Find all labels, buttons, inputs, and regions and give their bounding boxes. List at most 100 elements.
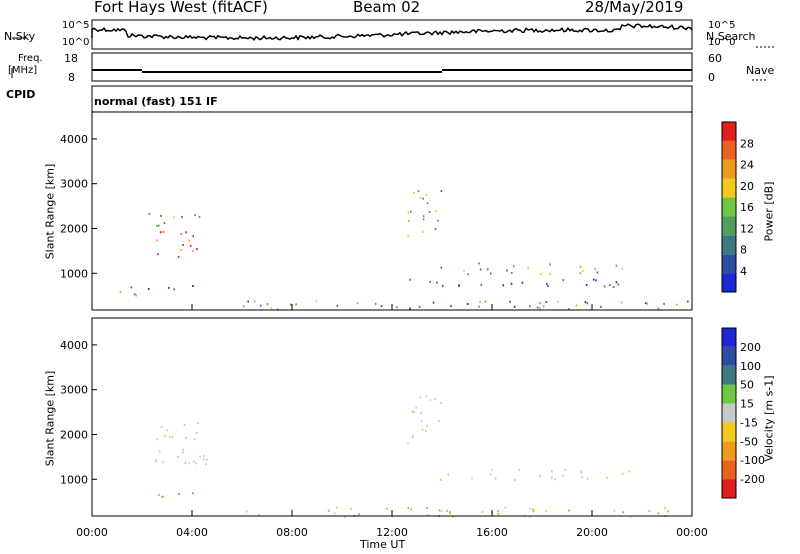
- scatter-cell: [663, 302, 665, 305]
- scatter-cell: [432, 301, 435, 304]
- scatter-cell: [407, 235, 409, 238]
- scatter-cell: [409, 210, 412, 213]
- scatter-cell: [173, 216, 175, 219]
- scatter-cell: [536, 306, 539, 309]
- scatter-cell: [621, 472, 624, 475]
- scatter-cell: [687, 300, 689, 303]
- scatter-cell: [426, 202, 429, 205]
- scatter-cell: [440, 478, 442, 481]
- scatter-cell: [193, 438, 196, 440]
- scatter-cell: [484, 300, 487, 303]
- scatter-cell: [182, 451, 184, 454]
- scatter-cell: [615, 281, 618, 284]
- scatter-cell: [259, 304, 262, 307]
- scatter-cell: [513, 305, 516, 308]
- velocity-colorbar-tick-label: -50: [740, 435, 758, 448]
- scatter-cell: [510, 282, 513, 285]
- date-title: 28/May/2019: [585, 0, 684, 16]
- scatter-cell: [156, 438, 158, 441]
- y-tick-label: 1000: [60, 267, 88, 280]
- scatter-cell: [582, 269, 584, 272]
- y-tick-label: 2000: [60, 428, 88, 441]
- scatter-cell: [196, 432, 198, 434]
- scatter-cell: [440, 190, 443, 192]
- scatter-cell: [529, 305, 531, 308]
- scatter-cell: [356, 302, 359, 305]
- scatter-cell: [188, 462, 191, 465]
- scatter-cell: [155, 458, 157, 461]
- velocity-panel-frame: [91, 317, 693, 517]
- velocity-colorbar-tick-label: 100: [740, 360, 761, 373]
- scatter-cell: [206, 458, 208, 461]
- scatter-cell: [166, 429, 169, 432]
- scatter-cell: [184, 462, 187, 464]
- scatter-cell: [546, 283, 548, 285]
- freq-strip-frame: [91, 52, 693, 82]
- power-colorbar-tick-label: 4: [740, 265, 747, 278]
- power-colorbar-tick-label: 28: [740, 137, 754, 150]
- nave-label: Nave: [746, 64, 775, 77]
- velocity-colorbar-frame: [721, 327, 737, 499]
- scatter-cell: [466, 303, 469, 305]
- scatter-cell: [130, 286, 133, 289]
- scatter-cell: [177, 455, 179, 458]
- scatter-cell: [135, 294, 137, 297]
- scatter-cell: [568, 308, 570, 310]
- x-tick-label: 00:00: [676, 526, 708, 539]
- scatter-cell: [426, 507, 428, 509]
- scatter-cell: [657, 307, 660, 310]
- scatter-cell: [549, 263, 551, 266]
- power-colorbar-swatch: [722, 122, 736, 141]
- power-colorbar-tick-label: 12: [740, 222, 754, 235]
- power-panel: [119, 190, 689, 311]
- scatter-cell: [575, 304, 578, 307]
- scatter-cell: [295, 303, 297, 306]
- scatter-cell: [163, 222, 166, 225]
- scatter-cell: [585, 284, 588, 287]
- velocity-panel: [155, 395, 669, 518]
- velocity-colorbar-tick-label: 15: [740, 398, 754, 411]
- scatter-cell: [490, 468, 493, 471]
- scatter-cell: [629, 515, 632, 518]
- scatter-cell: [258, 513, 260, 516]
- scatter-cell: [195, 462, 198, 465]
- scatter-cell: [595, 279, 597, 282]
- scatter-cell: [551, 470, 553, 473]
- y-tick-label: 4000: [60, 133, 88, 146]
- scatter-cell: [471, 477, 473, 480]
- scatter-cell: [545, 509, 547, 512]
- scatter-cell: [409, 278, 411, 281]
- scatter-cell: [422, 197, 424, 200]
- power-panel-frame: [91, 111, 693, 311]
- scatter-cell: [646, 302, 648, 305]
- scatter-cell: [580, 471, 583, 474]
- scatter-cell: [419, 396, 422, 399]
- cpid-text: normal (fast) 151 IF: [94, 95, 218, 108]
- scatter-cell: [422, 218, 425, 221]
- scatter-cell: [450, 305, 452, 308]
- scatter-cell: [648, 510, 651, 513]
- scatter-cell: [529, 515, 531, 518]
- scatter-cell: [336, 506, 338, 509]
- scatter-cell: [160, 426, 163, 429]
- scatter-cell: [333, 512, 336, 515]
- scatter-cell: [188, 239, 191, 242]
- scatter-cell: [203, 458, 205, 461]
- scatter-cell: [622, 511, 624, 514]
- scatter-cell: [192, 249, 194, 252]
- scatter-cell: [419, 197, 422, 199]
- scatter-cell: [407, 211, 410, 214]
- scatter-cell: [489, 473, 492, 476]
- scatter-cell: [441, 284, 444, 287]
- scatter-cell: [168, 286, 170, 289]
- scatter-cell: [148, 213, 151, 215]
- scatter-cell: [438, 509, 441, 512]
- scatter-cell: [615, 264, 618, 267]
- scatter-cell: [479, 301, 481, 304]
- scatter-cell: [580, 470, 582, 473]
- cpid-strip-frame: [91, 85, 693, 113]
- scatter-cell: [645, 302, 647, 304]
- scatter-cell: [628, 470, 631, 473]
- scatter-cell: [547, 285, 549, 287]
- scatter-cell: [429, 280, 431, 283]
